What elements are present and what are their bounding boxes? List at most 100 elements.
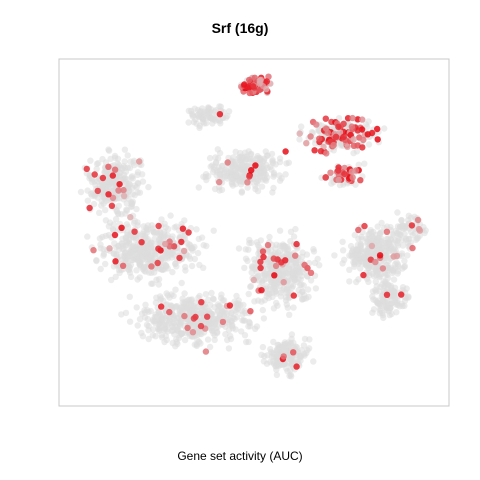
scatter-point xyxy=(394,270,401,277)
scatter-point xyxy=(356,257,363,264)
points-layer xyxy=(77,73,429,380)
scatter-point xyxy=(282,171,289,178)
scatter-point xyxy=(155,281,162,288)
scatter-point xyxy=(219,318,227,326)
scatter-point xyxy=(339,247,347,254)
scatter-point xyxy=(131,192,138,199)
scatter-point xyxy=(142,301,149,308)
scatter-point xyxy=(172,286,179,293)
scatter-point xyxy=(241,81,248,88)
scatter-point xyxy=(242,246,249,253)
chart-title: Srf (16g) xyxy=(211,20,269,36)
scatter-point xyxy=(292,259,300,266)
scatter-point xyxy=(332,133,340,140)
scatter-point xyxy=(155,265,162,272)
scatter-point xyxy=(225,345,233,352)
scatter-point xyxy=(210,296,217,303)
scatter-point xyxy=(169,233,176,240)
scatter-point xyxy=(156,325,163,332)
scatter-point xyxy=(270,353,277,361)
scatter-point xyxy=(96,235,104,242)
scatter-point xyxy=(401,297,409,304)
scatter-point xyxy=(108,179,116,186)
scatter-point xyxy=(133,267,140,274)
scatter-point xyxy=(245,338,252,346)
scatter-point xyxy=(94,178,101,185)
scatter-point xyxy=(112,215,120,223)
scatter-point xyxy=(257,264,264,272)
scatter-point xyxy=(218,186,226,194)
scatter-point xyxy=(358,235,365,243)
scatter-point xyxy=(152,333,159,340)
scatter-point xyxy=(218,162,226,170)
scatter-point xyxy=(355,161,362,168)
scatter-point xyxy=(232,300,240,307)
scatter-point xyxy=(373,236,380,244)
scatter-point xyxy=(290,270,297,277)
scatter-point xyxy=(169,268,176,276)
scatter-point xyxy=(399,302,406,310)
scatter-point xyxy=(267,358,274,366)
scatter-point xyxy=(266,233,273,241)
scatter-point xyxy=(111,166,119,173)
scatter-point xyxy=(276,155,284,162)
scatter-point xyxy=(353,148,361,155)
scatter-point xyxy=(202,291,210,298)
scatter-point xyxy=(381,125,388,132)
scatter-point xyxy=(372,258,379,266)
scatter-point xyxy=(149,316,157,324)
scatter-point xyxy=(214,308,221,316)
scatter-point xyxy=(402,235,409,242)
scatter-point xyxy=(264,352,271,359)
scatter-point xyxy=(283,160,290,167)
scatter-point xyxy=(401,263,409,270)
scatter-point xyxy=(290,349,297,356)
scatter-point xyxy=(387,223,394,231)
scatter-point xyxy=(253,323,261,330)
scatter-point xyxy=(310,358,317,365)
scatter-point xyxy=(210,227,217,234)
scatter-point xyxy=(195,184,202,191)
scatter-point xyxy=(257,237,265,244)
scatter-point xyxy=(144,222,152,229)
scatter-point xyxy=(292,252,299,259)
scatter-point xyxy=(395,230,402,237)
scatter-point xyxy=(350,136,357,143)
scatter-point xyxy=(374,136,381,143)
scatter-point xyxy=(346,278,353,285)
scatter-point xyxy=(259,248,267,255)
scatter-point xyxy=(197,340,204,347)
scatter-point xyxy=(280,279,287,286)
scatter-point xyxy=(126,164,134,172)
scatter-point xyxy=(404,252,411,259)
scatter-point xyxy=(304,347,311,354)
scatter-point xyxy=(187,296,195,304)
scatter-point xyxy=(231,315,238,322)
scatter-point xyxy=(174,248,181,256)
scatter-point xyxy=(112,258,119,265)
scatter-point xyxy=(162,261,169,269)
scatter-point xyxy=(201,120,208,127)
scatter-point xyxy=(111,154,119,161)
scatter-point xyxy=(360,271,367,279)
scatter-point xyxy=(377,307,384,314)
scatter-point xyxy=(115,202,123,209)
scatter-point xyxy=(303,140,310,147)
scatter-point xyxy=(196,124,203,132)
scatter-point xyxy=(258,183,266,190)
scatter-point xyxy=(267,163,274,170)
scatter-point xyxy=(244,184,251,191)
scatter-point xyxy=(225,108,233,115)
scatter-point xyxy=(278,175,285,182)
scatter-point xyxy=(139,171,146,178)
scatter-point xyxy=(394,299,401,307)
scatter-point xyxy=(348,123,356,130)
scatter-point xyxy=(103,170,110,177)
scatter-point xyxy=(202,303,209,311)
scatter-point xyxy=(160,297,167,305)
scatter-point xyxy=(366,272,373,279)
scatter-point xyxy=(214,146,221,153)
scatter-point xyxy=(358,241,365,248)
scatter-point xyxy=(224,159,231,166)
scatter-point xyxy=(182,263,189,271)
